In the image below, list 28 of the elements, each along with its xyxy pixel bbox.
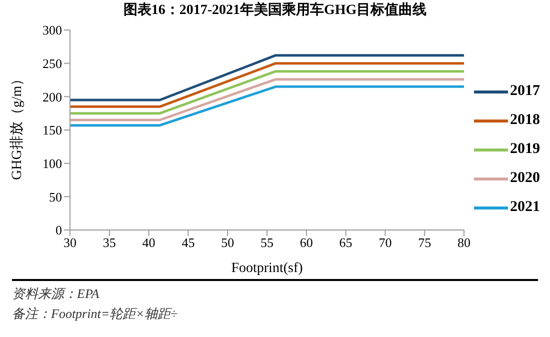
x-tick-label: 70 [378, 235, 392, 250]
x-tick-label: 50 [221, 235, 234, 250]
legend-label: 2018 [510, 112, 540, 129]
x-tick-label: 35 [102, 235, 116, 250]
y-tick-label: 0 [56, 222, 62, 238]
x-tick-label: 80 [458, 235, 470, 250]
x-tick-label: 30 [64, 235, 76, 250]
y-tick-label: 300 [42, 22, 62, 38]
x-tick-label: 55 [260, 235, 274, 250]
chart-title: 图表16：2017-2021年美国乘用车GHG目标值曲线 [122, 0, 428, 20]
x-tick-label: 40 [142, 235, 156, 250]
legend-label: 2020 [510, 170, 540, 187]
x-axis-title: Footprint(sf) [231, 261, 304, 276]
text: 备注：Footprint=轮距×轴距÷ [12, 305, 179, 323]
y-tick-label: 200 [42, 89, 62, 104]
y-tick-label: 50 [49, 189, 62, 204]
y-tick-label: 100 [42, 156, 62, 171]
y-tick-label: 250 [42, 56, 62, 71]
legend-label: 2017 [510, 83, 540, 100]
y-tick-label: 150 [42, 122, 62, 138]
y-axis-title: GHG排放（g/m） [8, 72, 25, 180]
x-tick-label: 75 [418, 235, 432, 250]
x-tick-label: 45 [182, 235, 195, 250]
legend-label: 2021 [510, 199, 540, 216]
x-tick-label: 60 [300, 235, 313, 250]
x-tick-label: 65 [339, 235, 352, 250]
text: 资料来源：EPA [12, 285, 100, 303]
legend-label: 2019 [510, 141, 540, 158]
